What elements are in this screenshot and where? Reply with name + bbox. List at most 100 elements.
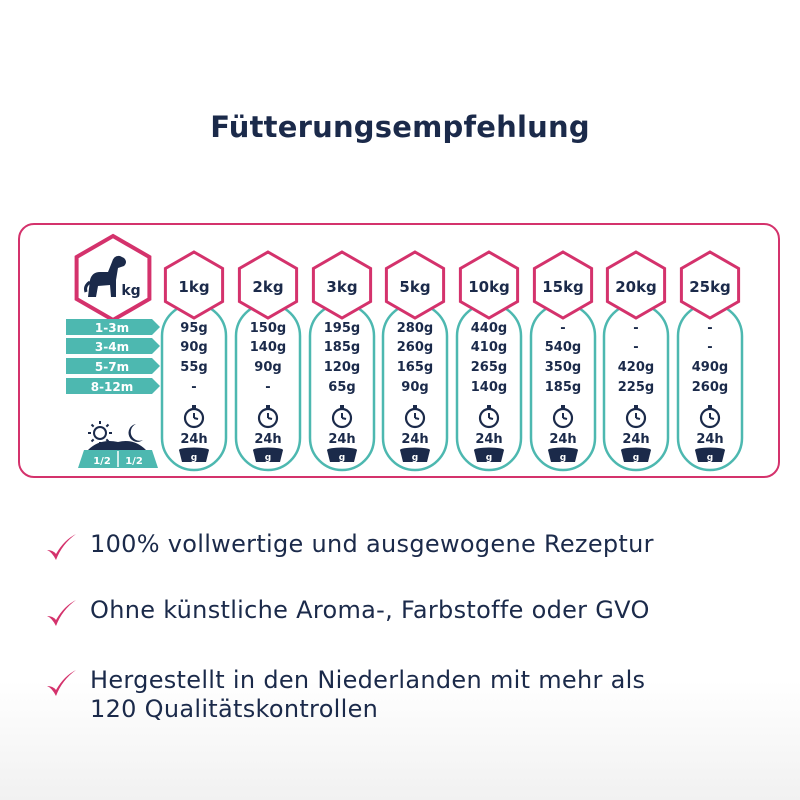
portion-value: -	[191, 380, 196, 395]
bowl-unit-label: g	[191, 453, 197, 463]
bowl-icon: g	[695, 447, 725, 463]
portion-value: 260g	[692, 380, 728, 395]
weight-hexagon	[532, 250, 594, 320]
benefit-item: Hergestellt in den Niederlanden mit mehr…	[44, 666, 645, 724]
clock-icon	[552, 405, 574, 429]
portion-value: 265g	[471, 360, 507, 375]
portion-value: 120g	[324, 360, 360, 375]
portion-value: -	[560, 321, 565, 336]
benefit-text: Ohne künstliche Aroma-, Farbstoffe oder …	[90, 596, 650, 624]
bowl-unit-label: g	[265, 453, 271, 463]
unit-label: kg	[121, 283, 140, 299]
duration-label: 24h	[475, 432, 502, 447]
bowl-icon: g	[548, 447, 578, 463]
split-day-label: 1/2	[93, 456, 111, 467]
weight-label: 2kg	[252, 278, 283, 296]
age-group-tag	[66, 319, 160, 335]
checkmark-icon	[47, 670, 76, 696]
age-group-label: 3-4m	[95, 340, 129, 354]
clock-icon	[699, 405, 721, 429]
benefit-text: 100% vollwertige und ausgewogene Rezeptu…	[90, 530, 654, 558]
moon-icon	[128, 424, 143, 442]
portion-value: 410g	[471, 340, 507, 355]
portion-value: -	[633, 340, 638, 355]
portion-value: 185g	[545, 380, 581, 395]
portion-value: 195g	[324, 321, 360, 336]
page-title: Fütterungsempfehlung	[210, 110, 590, 144]
weight-label: 5kg	[399, 278, 430, 296]
bowl-icon: g	[621, 447, 651, 463]
bottom-fade	[0, 680, 800, 800]
clock-icon	[257, 405, 279, 429]
age-group-label: 5-7m	[95, 360, 129, 374]
bowl-icon: g	[474, 447, 504, 463]
benefit-item: 100% vollwertige und ausgewogene Rezeptu…	[44, 530, 654, 564]
weight-label: 3kg	[326, 278, 357, 296]
portion-value: 440g	[471, 321, 507, 336]
bowl-unit-label: g	[633, 453, 639, 463]
sun-icon	[93, 426, 107, 440]
age-group-label: 8-12m	[91, 380, 134, 394]
portion-value: 140g	[471, 380, 507, 395]
portion-value: 65g	[328, 380, 355, 395]
checkmark-icon	[47, 534, 76, 560]
portion-value: 95g	[180, 321, 207, 336]
checkmark-icon	[47, 600, 76, 626]
portion-value: -	[633, 321, 638, 336]
portion-value: 185g	[324, 340, 360, 355]
portion-value: -	[707, 340, 712, 355]
bowl-unit-label: g	[707, 453, 713, 463]
weight-label: 1kg	[178, 278, 209, 296]
bowl-unit-label: g	[486, 453, 492, 463]
duration-label: 24h	[254, 432, 281, 447]
age-group-label: 1-3m	[95, 321, 129, 335]
clock-icon	[404, 405, 426, 429]
duration-label: 24h	[549, 432, 576, 447]
bowl-icon: g	[400, 447, 430, 463]
benefit-item: Ohne künstliche Aroma-, Farbstoffe oder …	[44, 596, 650, 630]
bowl-unit-label: g	[412, 453, 418, 463]
duration-label: 24h	[622, 432, 649, 447]
clock-icon	[183, 405, 205, 429]
bowl-icon: g	[327, 447, 357, 463]
portion-value: 150g	[250, 321, 286, 336]
portion-value: 225g	[618, 380, 654, 395]
portion-value: 280g	[397, 321, 433, 336]
benefit-text: Hergestellt in den Niederlanden mit mehr…	[90, 666, 646, 723]
weight-hexagon	[311, 250, 373, 320]
weight-hexagon	[605, 250, 667, 320]
portion-value: -	[265, 380, 270, 395]
portion-value: 350g	[545, 360, 581, 375]
bowl-unit-label: g	[339, 453, 345, 463]
split-night-label: 1/2	[125, 456, 143, 467]
portion-value: -	[707, 321, 712, 336]
feeding-table-frame	[18, 223, 780, 478]
portion-value: 260g	[397, 340, 433, 355]
bowl-icon: g	[179, 447, 209, 463]
clock-icon	[625, 405, 647, 429]
day-night-icon	[78, 421, 158, 468]
duration-label: 24h	[328, 432, 355, 447]
weight-hexagon	[679, 250, 741, 320]
portion-value: 90g	[401, 380, 428, 395]
portion-value: 90g	[180, 340, 207, 355]
bowl-unit-label: g	[560, 453, 566, 463]
age-group-tag	[66, 358, 160, 374]
weight-hexagon	[384, 250, 446, 320]
weight-label: 25kg	[689, 278, 731, 296]
portion-value: 540g	[545, 340, 581, 355]
duration-label: 24h	[180, 432, 207, 447]
bowl-icon: g	[253, 447, 283, 463]
weight-hexagon	[458, 250, 520, 320]
portion-value: 90g	[254, 360, 281, 375]
portion-value: 420g	[618, 360, 654, 375]
portion-value: 165g	[397, 360, 433, 375]
age-group-tag	[66, 378, 160, 394]
weight-hexagon	[237, 250, 299, 320]
weight-hexagon	[163, 250, 225, 320]
clock-icon	[478, 405, 500, 429]
weight-label: 20kg	[615, 278, 657, 296]
weight-label: 15kg	[542, 278, 584, 296]
